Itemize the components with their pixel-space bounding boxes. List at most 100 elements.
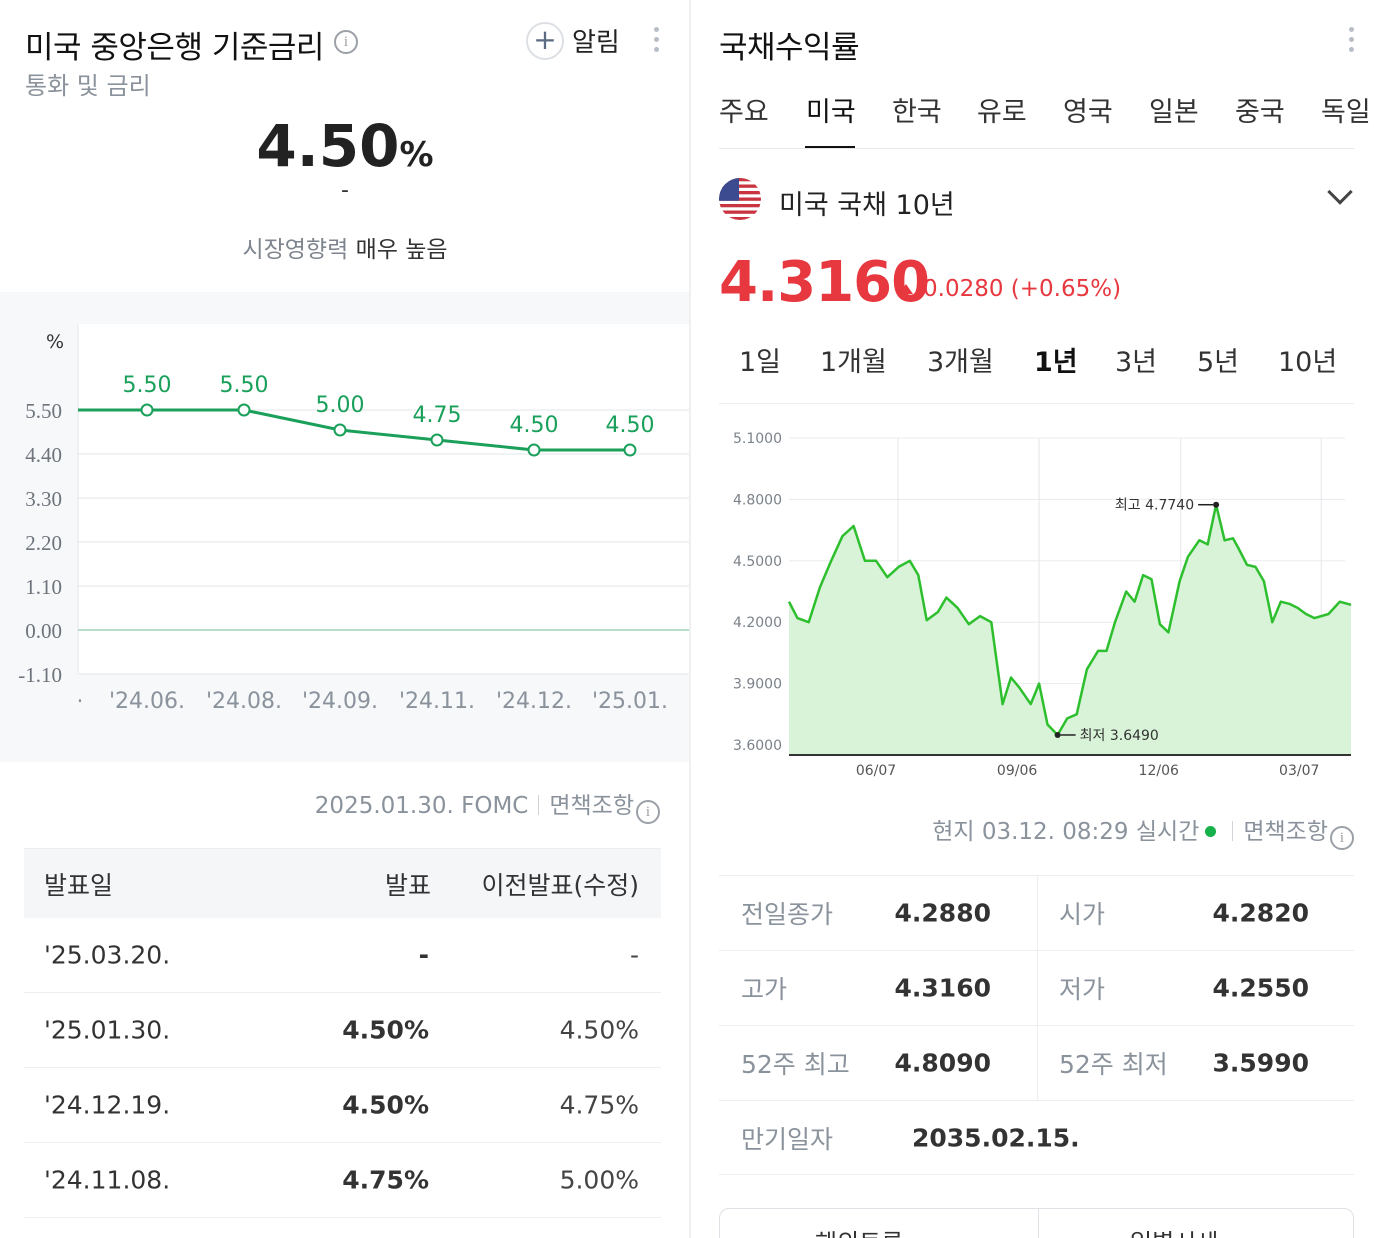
series-line: [787, 503, 1352, 737]
yield-stats-table: 전일종가 4.2880 시가 4.2820 고가 4.3160 저가 4.255…: [719, 875, 1354, 1175]
data-point: [333, 423, 347, 437]
high-marker: [1213, 501, 1220, 508]
low-marker: [1054, 731, 1061, 738]
stat-value: 4.2820: [1212, 898, 1309, 928]
high-label: 최고 4.7740: [1115, 498, 1194, 514]
rate-change: -: [341, 178, 349, 203]
x-tick-label: 03/07: [1279, 763, 1319, 779]
data-label: 5.50: [123, 373, 172, 398]
period-1d[interactable]: 1일: [739, 347, 782, 378]
stat-value: 4.3160: [894, 973, 991, 1003]
panel-divider: [689, 0, 691, 1238]
alarm-label[interactable]: 알림: [572, 28, 620, 58]
stat-row: 고가 4.3160 저가 4.2550: [719, 950, 1354, 1025]
stat-row: 전일종가 4.2880 시가 4.2820: [719, 875, 1354, 950]
bond-yield-panel: 국채수익률 주요 미국 한국 유로 영국 일본 중국 독일 미국 국채 10년: [691, 0, 1378, 1238]
add-alarm-button[interactable]: +: [526, 22, 564, 60]
y-tick-label: 3.30: [25, 487, 62, 511]
yield-chart[interactable]: 5.1000 4.8000 4.5000 4.2000 3.9000 3.6000 06/0…: [719, 420, 1354, 790]
tab-major[interactable]: 주요: [719, 97, 769, 128]
cell-actual: 4.50%: [342, 1015, 429, 1045]
bond-selector[interactable]: 미국 국채 10년: [779, 190, 955, 221]
stat-row: 만기일자 2035.02.15.: [719, 1100, 1354, 1175]
cell-actual: 4.50%: [342, 1090, 429, 1120]
cell-date: '24.11.08.: [44, 1165, 171, 1195]
y-tick-label: -1.10: [18, 663, 62, 687]
disclaimer-link[interactable]: 면책조항: [549, 793, 634, 819]
data-point: [527, 443, 541, 457]
up-arrow-icon: [899, 284, 913, 294]
stat-label: 전일종가: [741, 900, 834, 929]
tab-korea[interactable]: 한국: [892, 97, 942, 128]
tab-china[interactable]: 중국: [1235, 97, 1285, 128]
period-selector: 1일 1개월 3개월 1년 3년 5년 10년: [719, 340, 1354, 404]
plot-area: [78, 324, 690, 674]
more-options-icon[interactable]: [654, 27, 662, 57]
info-icon[interactable]: i: [636, 800, 660, 824]
period-3y[interactable]: 3년: [1115, 347, 1158, 378]
x-tick-label: 12/06: [1139, 763, 1179, 779]
tab-germany[interactable]: 독일: [1321, 97, 1371, 128]
cell-previous: 5.00%: [559, 1165, 639, 1195]
tab-japan[interactable]: 일본: [1149, 97, 1199, 128]
info-icon[interactable]: i: [334, 30, 358, 54]
tab-uk[interactable]: 영국: [1063, 97, 1113, 128]
realtime-info-row: 현지 03.12. 08:29 실시간 면책조항 i: [691, 812, 1354, 850]
x-tick-label: '25.01.: [592, 689, 668, 714]
tab-us[interactable]: 미국: [806, 97, 856, 128]
tabs-divider: [719, 148, 1354, 149]
section-title: 국채수익률: [719, 30, 860, 66]
chevron-down-icon[interactable]: [1327, 179, 1353, 205]
period-1y[interactable]: 1년: [1034, 347, 1078, 378]
period-1m[interactable]: 1개월: [820, 347, 887, 378]
stat-label: 만기일자: [741, 1124, 834, 1154]
column-header-date: 발표일: [44, 870, 114, 900]
country-tabs: 주요 미국 한국 유로 영국 일본 중국 독일: [719, 90, 1378, 150]
x-tick-label: '24.08.: [206, 689, 282, 714]
current-yield: 4.3160: [719, 250, 930, 315]
low-label: 최저 3.6490: [1080, 728, 1159, 744]
plus-icon: +: [533, 23, 557, 56]
y-tick-label: 4.2000: [733, 615, 782, 631]
info-icon[interactable]: i: [1330, 826, 1354, 850]
bottom-actions: 해외토론 일별시세: [719, 1208, 1354, 1238]
y-unit-label: %: [46, 331, 64, 353]
y-tick-label: 4.8000: [733, 492, 782, 508]
cell-previous: 4.75%: [559, 1090, 639, 1120]
more-options-icon[interactable]: [1349, 27, 1357, 57]
period-10y[interactable]: 10년: [1278, 347, 1338, 378]
rate-value: 4.50%: [256, 112, 434, 180]
market-impact: 시장영향력 매우 높음: [242, 237, 448, 263]
data-label: 4.75: [413, 403, 462, 428]
data-point: [430, 433, 444, 447]
cell-previous: -: [629, 940, 639, 970]
data-label: 4.50: [510, 413, 559, 438]
table-row: '25.01.30. 4.50% 4.50%: [24, 993, 661, 1068]
y-tick-label: 1.10: [25, 575, 62, 599]
x-tick-label: 06/07: [856, 763, 896, 779]
disclaimer-link[interactable]: 면책조항: [1243, 819, 1328, 845]
column-header-actual: 발표: [384, 870, 431, 900]
period-3m[interactable]: 3개월: [927, 347, 994, 378]
us-flag-icon: [719, 178, 761, 220]
realtime-timestamp: 현지 03.12. 08:29 실시간: [932, 819, 1200, 845]
x-tick-label: 09/06: [997, 763, 1037, 779]
y-tick-label: 4.40: [25, 443, 62, 467]
y-tick-label: 0.00: [25, 619, 62, 643]
y-tick-label: 3.6000: [733, 738, 782, 754]
daily-quotes-button[interactable]: 일별시세: [1130, 1223, 1218, 1238]
data-label: 4.50: [606, 413, 655, 438]
indicator-title: 미국 중앙은행 기준금리: [25, 30, 324, 66]
x-tick-label: '24.12.: [496, 689, 572, 714]
cell-date: '24.12.19.: [44, 1090, 171, 1120]
tab-euro[interactable]: 유로: [977, 97, 1027, 128]
overseas-discussion-button[interactable]: 해외토론: [815, 1223, 903, 1238]
period-5y[interactable]: 5년: [1197, 347, 1240, 378]
fomc-info-row: 2025.01.30. FOMC 면책조항 i: [0, 786, 660, 824]
stat-label: 52주 최고: [741, 1050, 850, 1079]
rate-history-chart[interactable]: 5.50 4.40 3.30 2.20 1.10 0.00 -1.10%. '24.06. '2…: [0, 292, 690, 762]
stat-value: 4.8090: [894, 1048, 991, 1078]
x-tick-label: '24.09.: [302, 689, 378, 714]
fomc-date: 2025.01.30. FOMC: [314, 793, 529, 819]
stat-label: 시가: [1059, 900, 1106, 929]
